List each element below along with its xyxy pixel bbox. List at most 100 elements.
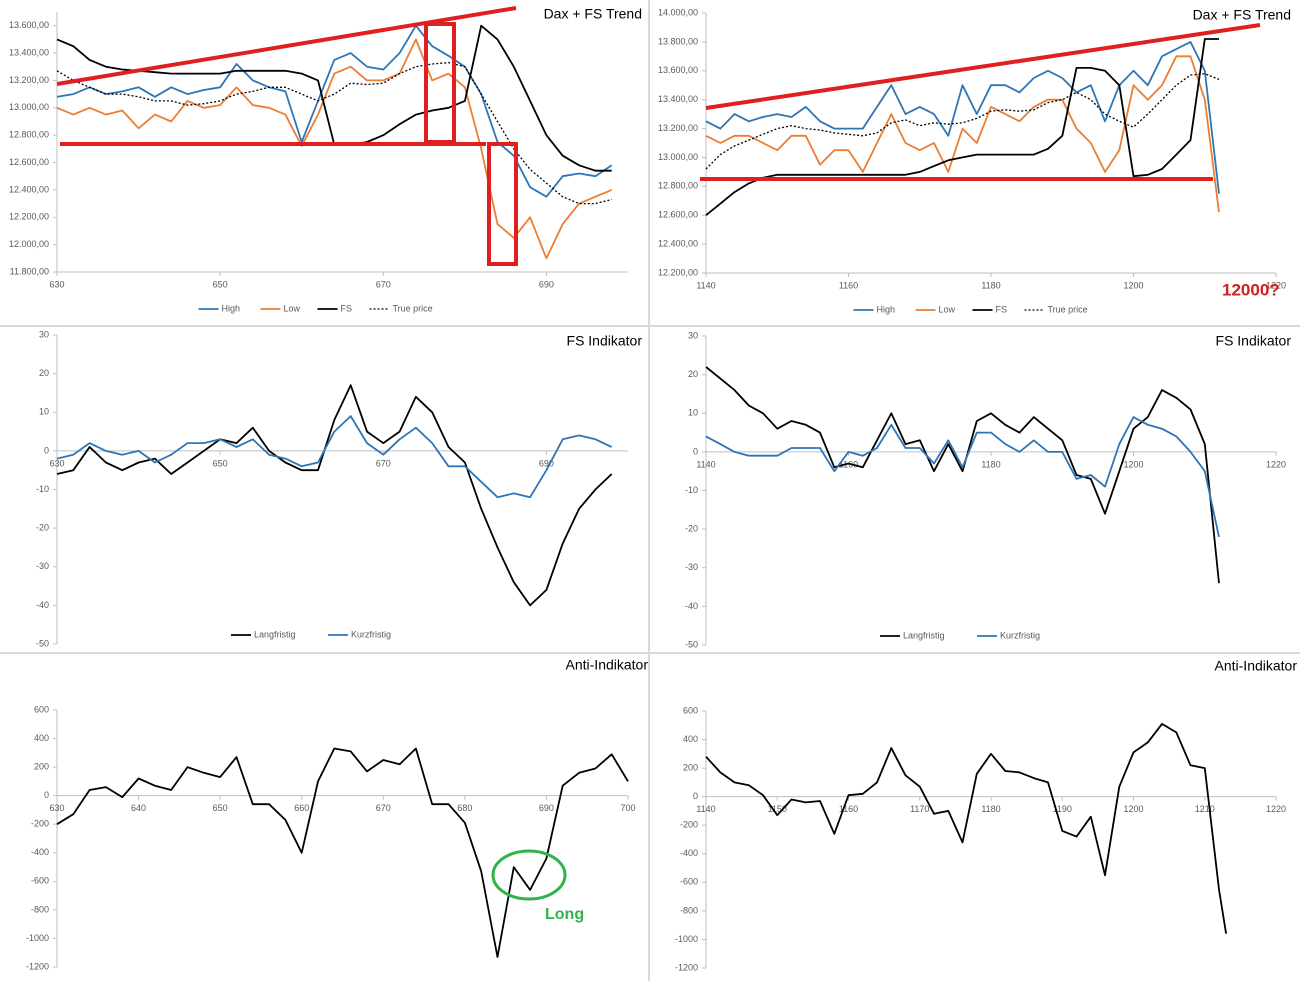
data-line <box>705 723 1227 934</box>
y-tick-label: -40 <box>685 601 698 611</box>
x-tick-label: 1140 <box>696 280 715 290</box>
y-tick-label: 600 <box>34 704 49 714</box>
x-tick-label: 670 <box>376 458 391 468</box>
data-line <box>56 24 613 198</box>
data-line <box>705 41 1220 194</box>
legend-label: Kurzfristig <box>1000 630 1040 640</box>
x-tick-label: 660 <box>294 803 309 813</box>
y-tick-label: 12.200,00 <box>9 212 49 222</box>
y-tick-label: -400 <box>31 847 49 857</box>
y-tick-label: 0 <box>693 791 698 801</box>
y-tick-label: -40 <box>36 600 49 610</box>
y-tick-label: 13.600,00 <box>9 20 49 30</box>
y-tick-label: 200 <box>683 762 698 772</box>
chart-title: Dax + FS Trend <box>544 6 642 22</box>
legend-label: FS <box>341 303 353 313</box>
x-tick-label: 630 <box>49 458 64 468</box>
data-line <box>56 747 629 958</box>
x-tick-label: 1150 <box>768 804 787 814</box>
y-tick-label: 11.800,00 <box>10 266 49 276</box>
annotation: 12000? <box>1222 280 1280 299</box>
x-tick-label: 1220 <box>1266 280 1286 290</box>
x-tick-label: 1180 <box>981 459 1000 469</box>
data-line <box>56 38 613 260</box>
y-tick-label: -20 <box>36 523 49 533</box>
y-tick-label: 200 <box>34 761 49 771</box>
legend-label: Langfristig <box>254 629 296 639</box>
data-line <box>56 384 613 607</box>
y-tick-label: 13.400,00 <box>9 47 49 57</box>
y-tick-label: -1000 <box>675 934 698 944</box>
y-tick-label: -600 <box>31 876 49 886</box>
x-tick-label: 1180 <box>981 280 1000 290</box>
highlight-ellipse <box>491 849 567 901</box>
x-tick-label: 650 <box>213 458 228 468</box>
legend-label: FS <box>996 304 1008 314</box>
x-tick-label: 630 <box>49 279 64 289</box>
y-tick-label: -50 <box>36 638 49 648</box>
y-tick-label: 12.400,00 <box>9 184 49 194</box>
data-line <box>705 55 1220 213</box>
y-tick-label: 12.800,00 <box>658 181 698 191</box>
y-tick-label: -800 <box>680 905 698 915</box>
y-tick-label: -10 <box>36 484 49 494</box>
data-line <box>705 38 1219 216</box>
x-tick-label: 690 <box>539 458 554 468</box>
chart-title: FS Indikator <box>567 333 643 349</box>
y-tick-label: 0 <box>693 446 698 456</box>
x-tick-label: 1160 <box>839 280 858 290</box>
x-tick-label: 630 <box>49 803 64 813</box>
y-tick-label: 400 <box>683 734 698 744</box>
y-tick-label: 12.800,00 <box>9 130 49 140</box>
y-tick-label: 12.600,00 <box>658 210 698 220</box>
y-tick-label: 12.000,00 <box>9 239 49 249</box>
y-tick-label: 10 <box>688 408 698 418</box>
trend-line <box>56 6 517 86</box>
y-tick-label: -800 <box>31 904 49 914</box>
y-tick-label: 14.000,00 <box>658 7 698 17</box>
y-tick-label: -30 <box>36 561 49 571</box>
y-tick-label: 400 <box>34 733 49 743</box>
legend-label: Langfristig <box>903 630 945 640</box>
x-tick-label: 1160 <box>839 804 858 814</box>
highlight-box <box>487 142 518 266</box>
data-line <box>56 415 613 499</box>
y-tick-label: -200 <box>680 820 698 830</box>
x-tick-label: 650 <box>213 803 228 813</box>
y-tick-label: 12.200,00 <box>658 267 698 277</box>
x-tick-label: 700 <box>620 803 635 813</box>
legend-label: True price <box>393 303 433 313</box>
x-tick-label: 1190 <box>1053 804 1072 814</box>
chart-title: FS Indikator <box>1216 333 1292 349</box>
x-tick-label: 690 <box>539 279 554 289</box>
legend-label: High <box>877 304 896 314</box>
drawn-annotations <box>56 6 1261 901</box>
y-tick-label: 13.400,00 <box>658 94 698 104</box>
x-tick-label: 1200 <box>1123 280 1143 290</box>
y-tick-label: 20 <box>39 368 49 378</box>
x-tick-label: 1200 <box>1123 459 1143 469</box>
chart-title: Anti-Indikator <box>1215 658 1298 674</box>
y-tick-label: 13.200,00 <box>9 75 49 85</box>
x-tick-label: 640 <box>131 803 146 813</box>
y-tick-label: 13.000,00 <box>658 152 698 162</box>
y-tick-label: -200 <box>31 819 49 829</box>
y-tick-label: 13.000,00 <box>9 102 49 112</box>
y-tick-label: 12.400,00 <box>658 238 698 248</box>
y-tick-label: 13.800,00 <box>658 36 698 46</box>
y-tick-label: 10 <box>39 407 49 417</box>
y-tick-label: -400 <box>680 848 698 858</box>
legend-label: Kurzfristig <box>351 629 391 639</box>
y-tick-label: -600 <box>680 877 698 887</box>
trend-line <box>705 23 1261 110</box>
legend-label: Low <box>939 304 956 314</box>
x-tick-label: 690 <box>539 803 554 813</box>
x-tick-label: 1220 <box>1266 804 1286 814</box>
data-line <box>705 366 1220 584</box>
y-tick-label: 20 <box>688 369 698 379</box>
data-line <box>705 73 1220 170</box>
y-tick-label: 600 <box>683 705 698 715</box>
y-tick-label: 13.600,00 <box>658 65 698 75</box>
x-tick-label: 1180 <box>981 804 1000 814</box>
x-tick-label: 1220 <box>1266 459 1286 469</box>
